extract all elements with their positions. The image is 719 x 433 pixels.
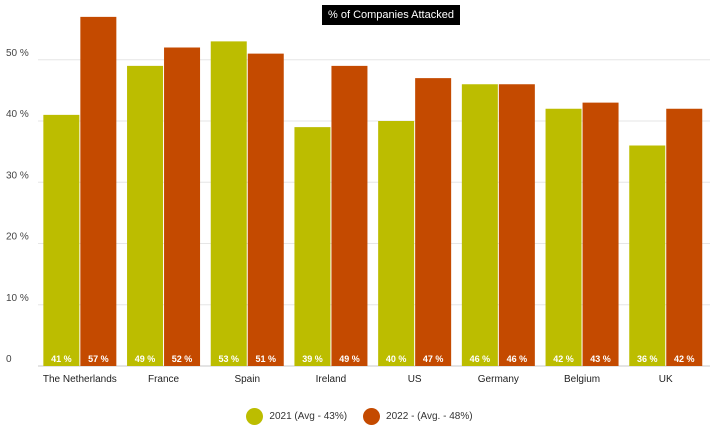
bar[interactable] bbox=[43, 114, 80, 366]
legend-label-2021: 2021 (Avg - 43%) bbox=[269, 410, 348, 422]
bar-value-label: 42 % bbox=[553, 354, 574, 364]
bar-value-label: 46 % bbox=[470, 354, 491, 364]
y-tick-label: 0 bbox=[6, 354, 12, 365]
bar[interactable] bbox=[461, 84, 498, 366]
y-tick-label: 30 % bbox=[6, 170, 29, 181]
y-tick-label: 10 % bbox=[6, 293, 29, 304]
x-tick-label: Belgium bbox=[564, 374, 600, 385]
bar[interactable] bbox=[498, 84, 535, 366]
bar-value-label: 39 % bbox=[302, 354, 323, 364]
bar-value-label: 42 % bbox=[674, 354, 695, 364]
legend-label-2022: 2022 - (Avg. - 48%) bbox=[386, 410, 473, 422]
bar[interactable] bbox=[164, 47, 201, 367]
bar-value-label: 51 % bbox=[255, 354, 276, 364]
chart-title: % of Companies Attacked bbox=[322, 5, 460, 25]
bar[interactable] bbox=[545, 108, 582, 366]
x-tick-label: Spain bbox=[234, 374, 260, 385]
bar-value-label: 47 % bbox=[423, 354, 444, 364]
bar-value-label: 46 % bbox=[507, 354, 528, 364]
x-tick-label: US bbox=[408, 374, 422, 385]
legend-swatch-2022 bbox=[363, 407, 381, 425]
bar[interactable] bbox=[378, 121, 415, 366]
legend: 2021 (Avg - 43%) 2022 - (Avg. - 48%) bbox=[0, 404, 719, 428]
x-tick-label: Ireland bbox=[316, 374, 347, 385]
bar-value-label: 52 % bbox=[172, 354, 193, 364]
bar-value-label: 41 % bbox=[51, 354, 72, 364]
bar[interactable] bbox=[331, 65, 368, 366]
x-tick-label: Germany bbox=[478, 374, 519, 385]
bar-value-label: 57 % bbox=[88, 354, 109, 364]
bar[interactable] bbox=[666, 108, 703, 366]
y-tick-label: 40 % bbox=[6, 109, 29, 120]
bar[interactable] bbox=[210, 41, 247, 366]
legend-item-2021[interactable]: 2021 (Avg - 43%) bbox=[246, 407, 348, 425]
bar-value-label: 49 % bbox=[135, 354, 156, 364]
bar[interactable] bbox=[127, 65, 164, 366]
legend-swatch-2021 bbox=[246, 407, 264, 425]
y-tick-label: 20 % bbox=[6, 232, 29, 243]
legend-item-2022[interactable]: 2022 - (Avg. - 48%) bbox=[363, 407, 473, 425]
x-tick-label: France bbox=[148, 374, 180, 385]
bar-value-label: 53 % bbox=[218, 354, 239, 364]
bar[interactable] bbox=[629, 145, 666, 367]
bar-value-label: 49 % bbox=[339, 354, 360, 364]
bar[interactable] bbox=[415, 78, 452, 366]
bar[interactable] bbox=[582, 102, 619, 366]
bar-value-label: 36 % bbox=[637, 354, 658, 364]
x-tick-label: UK bbox=[659, 374, 673, 385]
bar[interactable] bbox=[80, 16, 117, 366]
x-tick-label: The Netherlands bbox=[43, 374, 117, 385]
y-tick-label: 50 % bbox=[6, 48, 29, 59]
bar[interactable] bbox=[247, 53, 284, 366]
bar-value-label: 40 % bbox=[386, 354, 407, 364]
bar-value-label: 43 % bbox=[590, 354, 611, 364]
bar[interactable] bbox=[294, 127, 331, 366]
